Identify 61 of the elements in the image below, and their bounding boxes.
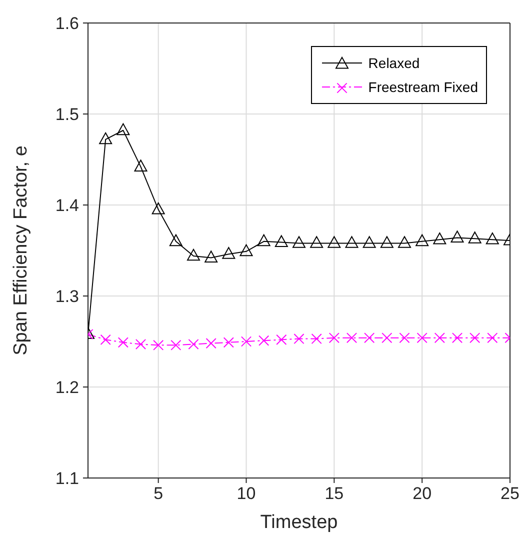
point [487,332,498,344]
point [362,236,376,248]
point [170,340,182,350]
point [382,332,392,344]
point [204,250,218,262]
point [399,332,410,344]
point [276,334,287,345]
point [187,248,200,261]
x-tick-label: 10 [236,484,256,504]
point [450,230,464,242]
y-tick-label: 1.3 [55,287,79,306]
point [169,234,182,246]
point [206,338,216,349]
point [118,337,128,348]
point [486,232,499,244]
point [380,236,394,248]
point [398,236,411,248]
point [416,332,428,344]
y-tick-label: 1.2 [55,378,79,398]
point [100,334,111,345]
point [311,333,322,344]
point [345,236,358,248]
legend-label: Freestream Fixed [368,79,478,95]
point [434,332,445,344]
point [416,234,429,246]
point [152,202,165,214]
point [452,332,463,344]
point [364,332,375,344]
point [433,232,446,244]
y-tick-label: 1.5 [55,105,79,124]
point [135,338,146,350]
y-tick-label: 1.1 [55,469,79,488]
point [258,335,270,346]
point [310,236,324,248]
point [257,234,270,246]
x-axis-title: Timestep [260,512,338,533]
x-tick-label: 15 [324,484,344,504]
y-tick-label: 1.6 [55,14,79,34]
point [134,160,148,172]
point [328,332,340,344]
point [240,336,252,347]
point [468,232,482,244]
point [294,333,304,344]
point [346,332,358,344]
point [292,236,306,248]
y-axis-title: Span Efficiency Factor, e [10,146,32,356]
point [240,244,253,256]
y-tick-label: 1.4 [55,196,79,216]
point [153,340,164,350]
point [222,247,236,259]
x-tick-label: 5 [154,484,164,504]
point [188,338,199,350]
point [470,332,480,344]
point [99,132,112,144]
x-tick-label: 25 [500,484,520,504]
point [116,123,130,136]
legend-label: Relaxed [368,55,420,71]
point [328,236,341,248]
point [223,337,234,348]
x-tick-label: 20 [412,484,432,504]
point [274,235,288,248]
